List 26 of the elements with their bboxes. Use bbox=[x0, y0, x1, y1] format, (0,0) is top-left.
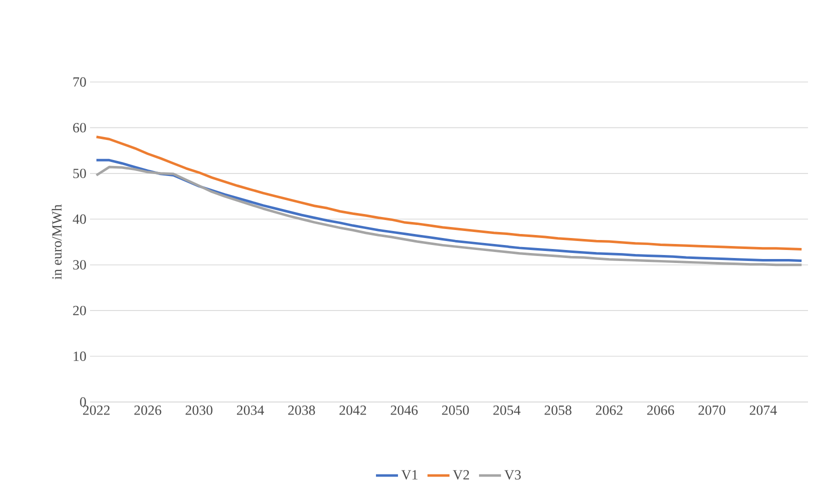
x-tick-label: 2074 bbox=[750, 406, 777, 415]
legend-label: V1 bbox=[401, 470, 418, 480]
x-tick-label: 2030 bbox=[186, 406, 212, 415]
legend-label: V2 bbox=[452, 470, 469, 480]
y-tick-label: 70 bbox=[73, 77, 86, 87]
x-tick-label: 2058 bbox=[544, 406, 572, 415]
legend-label: V3 bbox=[504, 470, 521, 480]
x-tick-label: 2054 bbox=[493, 406, 520, 415]
x-tick-label: 2022 bbox=[83, 406, 110, 415]
x-tick-label: 2070 bbox=[698, 406, 726, 415]
y-tick-label: 60 bbox=[73, 122, 86, 132]
y-tick-label: 40 bbox=[72, 214, 86, 224]
x-tick-label: 2038 bbox=[288, 406, 315, 415]
x-tick-label: 2034 bbox=[236, 406, 264, 415]
x-tick-label: 2066 bbox=[647, 406, 674, 415]
y-tick-label: 0 bbox=[80, 397, 86, 407]
y-axis-title: in euro/MWh bbox=[52, 204, 62, 280]
x-tick-label: 2050 bbox=[442, 406, 469, 415]
y-tick-label: 20 bbox=[73, 306, 86, 316]
x-tick-label: 2042 bbox=[340, 406, 366, 415]
y-tick-label: 10 bbox=[74, 352, 86, 361]
x-tick-label: 2062 bbox=[596, 406, 622, 415]
x-tick-label: 2026 bbox=[134, 406, 162, 415]
y-tick-label: 30 bbox=[73, 260, 86, 270]
x-tick-label: 2046 bbox=[390, 406, 418, 415]
y-tick-label: 50 bbox=[73, 168, 86, 178]
